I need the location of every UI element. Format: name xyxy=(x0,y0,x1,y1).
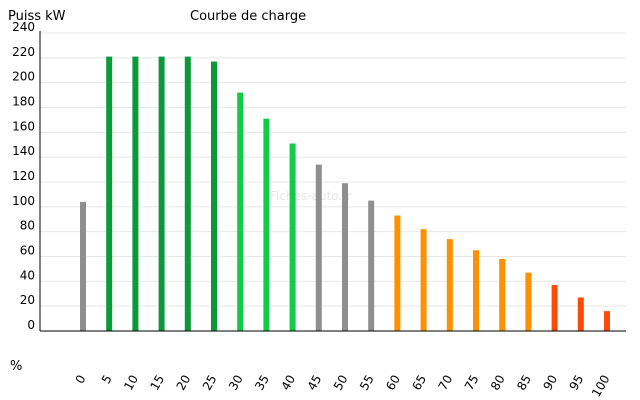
y-tick-label: 40 xyxy=(20,268,35,282)
x-tick-label: 95 xyxy=(567,373,587,393)
x-tick-label: 75 xyxy=(462,373,482,393)
x-tick-label: 55 xyxy=(357,373,377,393)
x-tick-label: 85 xyxy=(514,373,534,393)
y-tick-label: 220 xyxy=(12,45,35,59)
bar xyxy=(80,201,86,331)
y-axis-label: Puiss kW xyxy=(8,9,66,24)
x-tick-label: 5 xyxy=(99,373,115,387)
bar xyxy=(420,229,427,331)
y-tick-label: 100 xyxy=(12,194,35,208)
x-tick-label: 65 xyxy=(409,373,429,393)
bar xyxy=(184,56,191,331)
bar xyxy=(237,92,244,331)
y-tick-label: 240 xyxy=(12,20,35,34)
x-tick-label: 80 xyxy=(488,373,508,393)
y-tick-label: 200 xyxy=(12,70,35,84)
y-tick-label: 120 xyxy=(12,169,35,183)
bar xyxy=(132,56,139,331)
x-tick-label: 25 xyxy=(200,373,220,393)
x-tick-label: 100 xyxy=(589,373,613,400)
x-tick-label: 15 xyxy=(147,373,167,393)
x-tick-label: 10 xyxy=(121,373,141,393)
chart-title: Courbe de charge xyxy=(190,9,306,24)
bar xyxy=(106,56,113,331)
bar xyxy=(446,239,453,331)
bar xyxy=(473,250,479,331)
y-axis-ticks: 0 20 40 60 80 100 120 140 160 180 200 220 240 xyxy=(12,20,35,332)
x-tick-label: 40 xyxy=(278,373,298,393)
grid-lines xyxy=(40,32,626,307)
x-axis-label: % xyxy=(10,359,22,374)
bar xyxy=(315,164,322,331)
watermark-text: Fiches-auto.fr xyxy=(270,189,351,203)
x-tick-label: 0 xyxy=(73,373,89,387)
bar xyxy=(368,200,375,331)
bar xyxy=(289,143,296,331)
bar xyxy=(394,215,401,331)
x-tick-label: 50 xyxy=(331,373,351,393)
bar xyxy=(211,61,217,331)
bar xyxy=(499,258,506,331)
x-tick-label: 45 xyxy=(305,373,325,393)
bar xyxy=(158,56,165,331)
y-tick-label: 80 xyxy=(20,219,35,233)
y-tick-label: 0 xyxy=(27,318,35,332)
x-axis-ticks: 0 5 10 15 20 25 30 35 40 45 50 55 60 65 70 75 80 85 90 95 10… xyxy=(73,373,613,400)
bar xyxy=(604,311,610,331)
x-tick-label: 60 xyxy=(383,373,403,393)
bar xyxy=(551,285,558,331)
x-tick-label: 20 xyxy=(174,373,194,393)
y-tick-label: 60 xyxy=(20,244,35,258)
y-tick-label: 160 xyxy=(12,119,35,133)
y-tick-label: 20 xyxy=(20,293,35,307)
y-tick-label: 180 xyxy=(12,95,35,109)
y-tick-label: 140 xyxy=(12,144,35,158)
x-tick-label: 90 xyxy=(540,373,560,393)
bar xyxy=(342,183,348,331)
x-tick-label: 35 xyxy=(252,373,272,393)
bar xyxy=(525,272,532,331)
bars xyxy=(80,56,610,331)
x-tick-label: 70 xyxy=(436,373,456,393)
bar xyxy=(263,118,270,331)
x-tick-label: 30 xyxy=(226,373,246,393)
bar xyxy=(577,297,584,331)
